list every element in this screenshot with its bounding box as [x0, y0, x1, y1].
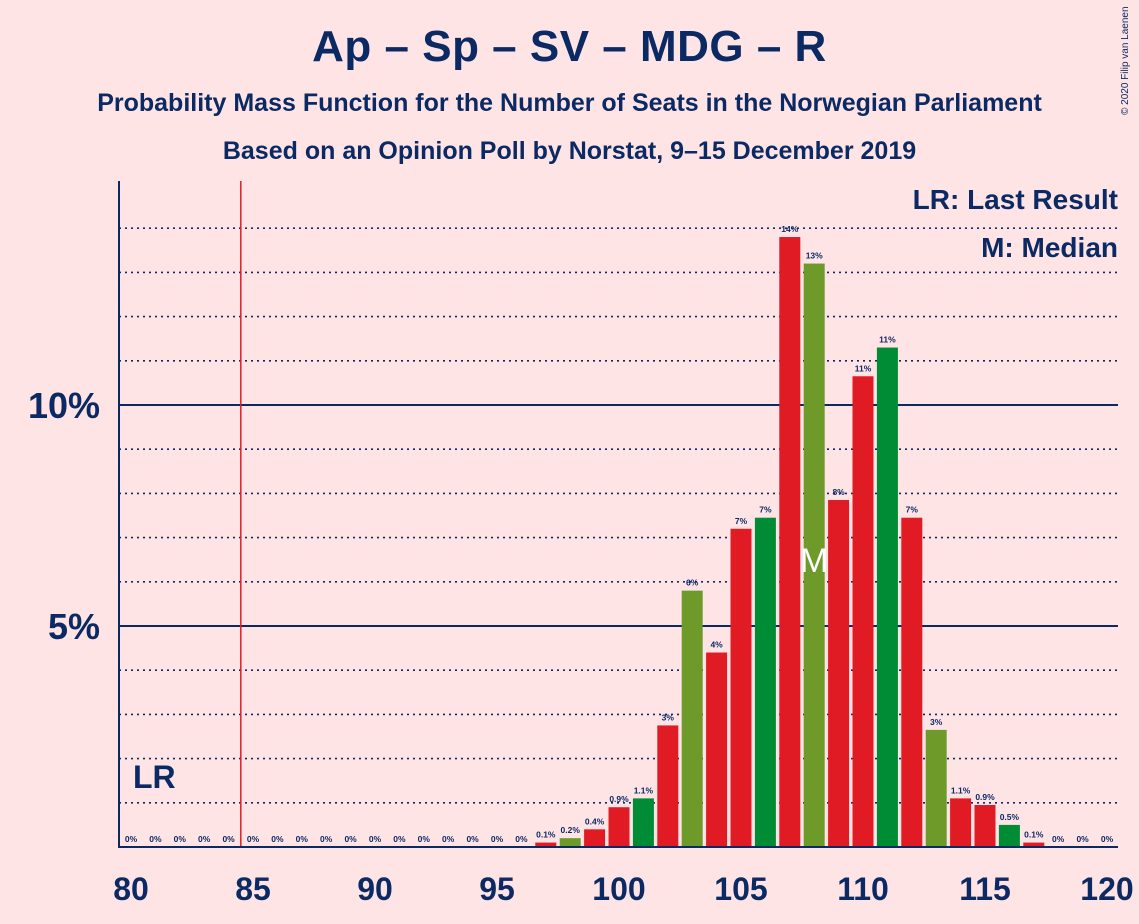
x-tick-label: 90	[357, 871, 393, 907]
legend-last-result: LR: Last Result	[913, 184, 1118, 215]
x-tick-label: 115	[959, 871, 1011, 907]
x-tick-label: 120	[1080, 871, 1133, 907]
data-label-seat-83: 0%	[198, 834, 211, 844]
data-label-seat-108: 13%	[806, 251, 823, 261]
bar-seat-105	[730, 528, 752, 847]
bar-seat-107	[779, 237, 801, 848]
data-label-seat-115: 0.9%	[975, 792, 995, 802]
data-label-seat-101: 1.1%	[634, 785, 654, 795]
bars: M	[535, 237, 1045, 848]
data-label-seat-114: 1.1%	[951, 785, 971, 795]
legend-median: M: Median	[981, 232, 1118, 263]
chart-source: Based on an Opinion Poll by Norstat, 9–1…	[222, 137, 917, 165]
bar-seat-116	[998, 824, 1020, 847]
bar-seat-106	[754, 517, 776, 847]
data-label-seat-91: 0%	[393, 834, 406, 844]
x-tick-label: 85	[235, 871, 271, 907]
data-label-seat-119: 0%	[1076, 834, 1089, 844]
bar-seat-99	[584, 829, 606, 847]
bar-seat-97	[535, 842, 557, 847]
data-label-seat-113: 3%	[930, 717, 943, 727]
x-tick-label: 95	[479, 871, 515, 907]
data-label-seat-102: 3%	[662, 712, 675, 722]
data-label-seat-89: 0%	[344, 834, 357, 844]
x-tick-label: 100	[592, 871, 645, 907]
data-label-seat-112: 7%	[906, 505, 919, 515]
data-labels: 0% 0% 0% 0% 0% 0% 0% 0% 0% 0% 0% 0% 0% 0% 0% 0% 0% 0.1% 0.…	[125, 224, 1114, 844]
data-label-seat-96: 0%	[515, 834, 528, 844]
data-label-seat-87: 0%	[296, 834, 309, 844]
bar-seat-108	[803, 263, 825, 847]
bar-seat-103	[681, 590, 703, 847]
data-label-seat-110: 11%	[855, 363, 872, 373]
data-label-seat-117: 0.1%	[1024, 830, 1044, 840]
data-label-seat-100: 0.9%	[609, 794, 629, 804]
data-label-seat-118: 0%	[1052, 834, 1065, 844]
y-tick-label: 10%	[28, 385, 100, 426]
data-label-seat-85: 0%	[247, 834, 260, 844]
bar-seat-98	[559, 838, 581, 847]
median-marker: M	[800, 542, 828, 580]
bar-seat-104	[706, 652, 728, 847]
data-label-seat-105: 7%	[735, 516, 748, 526]
bar-seat-101	[632, 798, 654, 847]
data-label-seat-92: 0%	[418, 834, 431, 844]
data-label-seat-116: 0.5%	[1000, 812, 1020, 822]
bar-seat-102	[657, 725, 679, 847]
bar-seat-109	[828, 500, 850, 847]
data-label-seat-106: 7%	[759, 505, 772, 515]
bar-seat-110	[852, 376, 874, 847]
data-label-seat-103: 6%	[686, 578, 699, 588]
bar-seat-100	[608, 807, 630, 847]
data-label-seat-111: 11%	[879, 335, 896, 345]
x-tick-label: 110	[837, 871, 889, 907]
data-label-seat-88: 0%	[320, 834, 333, 844]
data-label-seat-82: 0%	[174, 834, 187, 844]
bar-seat-113	[925, 729, 947, 847]
data-label-seat-84: 0%	[222, 834, 235, 844]
data-label-seat-104: 4%	[710, 640, 723, 650]
data-label-seat-90: 0%	[369, 834, 382, 844]
bar-seat-111	[876, 347, 898, 847]
data-label-seat-98: 0.2%	[561, 825, 581, 835]
y-tick-label: 5%	[48, 606, 100, 647]
bar-seat-112	[901, 517, 923, 847]
data-label-seat-95: 0%	[491, 834, 504, 844]
data-label-seat-109: 8%	[832, 487, 845, 497]
data-label-seat-97: 0.1%	[536, 830, 556, 840]
axes: 5% 10% LR 80 85 90 95 100 105 110 115 120	[28, 181, 1134, 907]
data-label-seat-81: 0%	[149, 834, 162, 844]
data-label-seat-107: 14%	[781, 224, 798, 234]
last-result-label: LR	[133, 759, 176, 795]
bar-seat-114	[950, 798, 972, 847]
data-label-seat-86: 0%	[271, 834, 284, 844]
data-label-seat-80: 0%	[125, 834, 138, 844]
x-tick-label: 80	[113, 871, 149, 907]
data-label-seat-94: 0%	[466, 834, 479, 844]
data-label-seat-93: 0%	[442, 834, 455, 844]
bar-seat-117	[1023, 842, 1045, 847]
x-tick-label: 105	[714, 871, 767, 907]
data-label-seat-120: 0%	[1101, 834, 1114, 844]
chart-title: Ap – Sp – SV – MDG – R	[312, 22, 827, 71]
bar-seat-115	[974, 805, 996, 847]
grid-lines	[119, 181, 1118, 847]
data-label-seat-99: 0.4%	[585, 816, 605, 826]
chart-subtitle: Probability Mass Function for the Number…	[97, 89, 1042, 117]
